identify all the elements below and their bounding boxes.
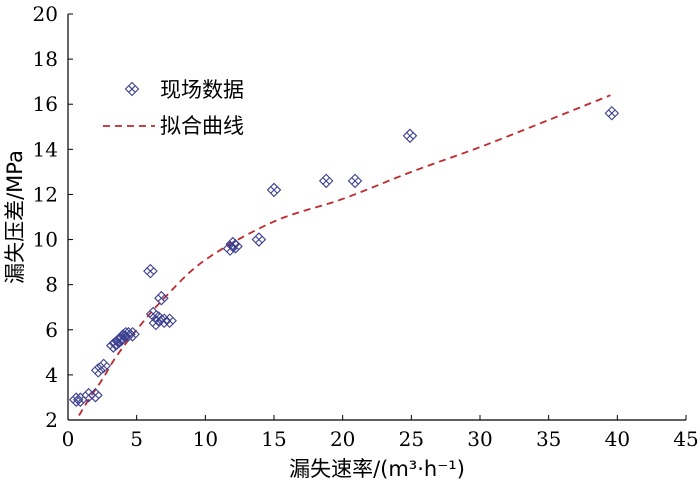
axes (67, 14, 686, 421)
fit-curve-line (78, 94, 611, 416)
data-point (125, 327, 140, 342)
data-point (604, 105, 620, 121)
y-ticks: 2 4 6 8 10 12 14 16 18 20 (33, 2, 73, 432)
fit-curve-group (78, 94, 611, 416)
x-tick-label: 5 (130, 427, 143, 451)
y-tick-label: 8 (45, 273, 58, 297)
legend-label-fit-curve: 拟合曲线 (160, 114, 244, 138)
y-tick-label: 18 (33, 47, 58, 71)
y-tick-label: 20 (33, 2, 58, 26)
x-tick-label: 10 (193, 427, 218, 451)
x-tick-label: 30 (467, 427, 492, 451)
data-point (251, 232, 267, 247)
legend-marker-field-data (124, 81, 140, 97)
x-tick-label: 0 (62, 427, 75, 451)
legend-marker-icon (124, 81, 140, 97)
x-tick-label: 40 (605, 427, 630, 451)
y-axis-title: 漏失压差/MPa (3, 150, 27, 284)
data-point (402, 128, 418, 144)
x-ticks: 0 5 10 15 20 25 30 35 40 45 (62, 415, 699, 451)
x-axis-title: 漏失速率/(m³·h⁻¹) (289, 457, 465, 481)
y-tick-label: 6 (45, 318, 58, 342)
x-tick-label: 15 (261, 427, 286, 451)
data-point (90, 363, 106, 378)
data-point (318, 173, 334, 189)
legend: 现场数据 拟合曲线 (103, 78, 244, 138)
x-tick-label: 45 (673, 427, 698, 451)
x-tick-label: 25 (399, 427, 424, 451)
data-point (143, 263, 158, 279)
x-tick-label: 20 (330, 427, 355, 451)
data-point (88, 387, 103, 403)
data-point (228, 239, 243, 254)
y-tick-label: 12 (33, 182, 58, 206)
y-tick-label: 2 (45, 408, 58, 432)
y-tick-label: 16 (33, 92, 58, 116)
y-tick-label: 4 (45, 363, 58, 387)
legend-label-field-data: 现场数据 (160, 78, 244, 102)
data-point (266, 182, 282, 198)
y-tick-label: 14 (33, 137, 58, 161)
data-point (347, 173, 363, 189)
data-point (162, 313, 177, 329)
data-point (96, 358, 111, 374)
data-points-group (68, 105, 620, 407)
y-tick-label: 10 (33, 228, 58, 252)
data-point (154, 290, 169, 306)
x-tick-label: 35 (536, 427, 561, 451)
